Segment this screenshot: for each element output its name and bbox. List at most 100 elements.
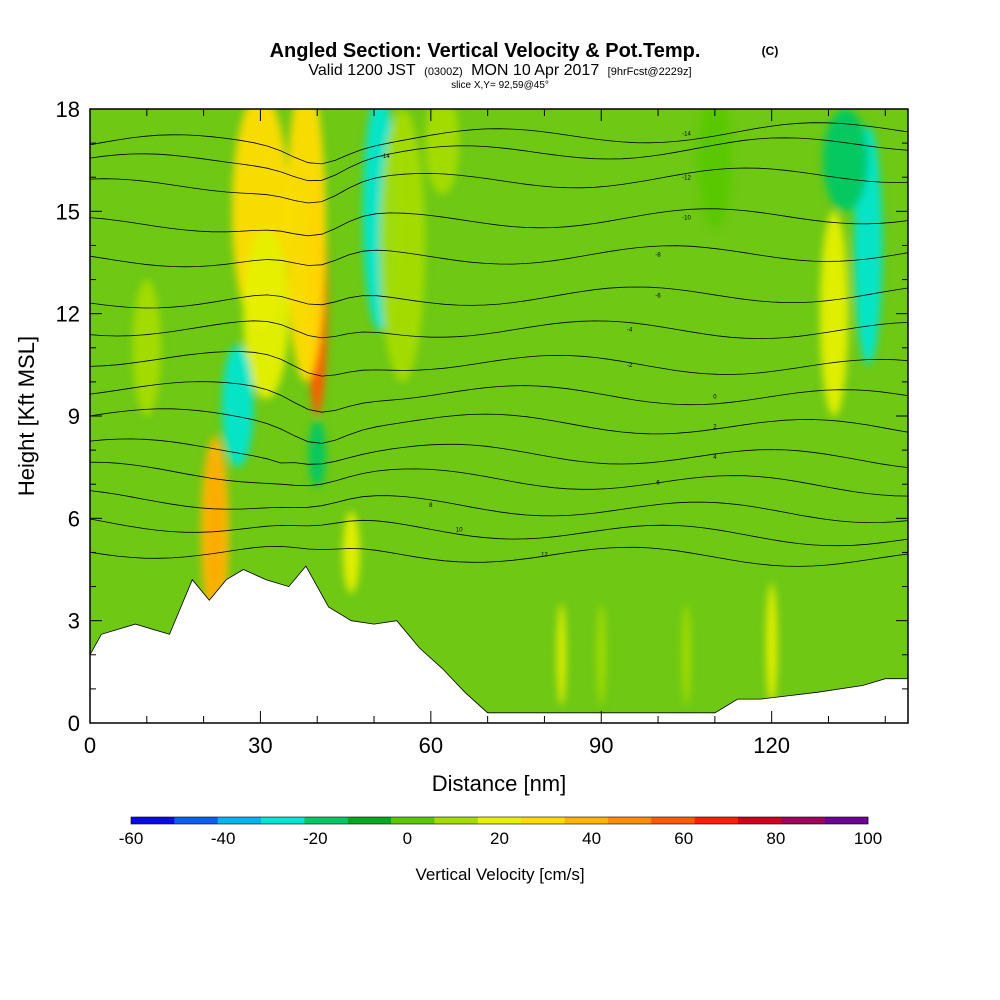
x-tick-label: 0 — [84, 733, 96, 758]
colorbar-tick-label: -40 — [211, 829, 236, 848]
velocity-cell — [308, 419, 326, 488]
colorbar-swatch — [737, 817, 782, 824]
isentrope-line — [90, 381, 908, 413]
isentrope-line — [90, 461, 908, 497]
colorbar-swatch — [521, 817, 565, 824]
slice-info: slice X,Y= 92,59@45° — [451, 80, 549, 91]
isentrope-line — [90, 518, 908, 547]
isentrope-lines — [90, 122, 908, 567]
chart-title: Angled Section: Vertical Velocity & Pot.… — [270, 40, 701, 62]
colorbar-swatch — [391, 817, 435, 824]
velocity-cell — [285, 109, 326, 382]
colorbar-swatch — [607, 817, 652, 824]
isentrope-label: -8 — [655, 252, 661, 258]
isentrope-line — [90, 208, 908, 237]
isentrope-label: 12 — [541, 553, 548, 559]
x-axis-ticks: 0 30 60 90 120 — [84, 109, 886, 758]
isentrope-label: -6 — [655, 293, 661, 299]
y-tick-label: 9 — [68, 404, 80, 429]
velocity-cell — [342, 511, 360, 594]
x-tick-label: 90 — [589, 733, 613, 758]
isentrope-label: 8 — [429, 503, 433, 509]
colorbar-frame — [130, 816, 869, 825]
velocity-cell — [556, 603, 567, 706]
isentrope-label: 4 — [713, 455, 717, 461]
valid-prefix: Valid 1200 JST — [308, 62, 416, 79]
velocity-cell — [596, 603, 606, 706]
velocity-cell — [822, 109, 869, 212]
forecast-tag: [9hrFcst@2229z] — [608, 66, 692, 78]
colorbar-swatch — [564, 817, 609, 824]
colorbar-swatch — [131, 817, 175, 824]
colorbar-tick-label: -60 — [119, 829, 144, 848]
y-tick-label: 0 — [68, 711, 80, 736]
isentrope-label: -10 — [682, 216, 691, 222]
terrain-mask — [90, 565, 908, 723]
valid-zulu: (0300Z) — [424, 66, 463, 78]
x-axis-label: Distance [nm] — [432, 771, 567, 796]
y-tick-label: 3 — [68, 609, 80, 634]
isentrope-line — [90, 320, 908, 340]
velocity-cell — [681, 603, 692, 706]
isentrope-line — [90, 245, 908, 268]
isentrope-line — [90, 286, 908, 309]
velocity-cell — [243, 228, 289, 399]
velocity-cell — [697, 109, 732, 229]
colorbar-tick-label: -20 — [303, 829, 328, 848]
colorbar-tick-label: 20 — [490, 829, 509, 848]
colorbar-tick-label: 100 — [854, 829, 882, 848]
colorbar-tick-label: 80 — [766, 829, 785, 848]
isentrope-line — [90, 545, 908, 567]
isentrope-line — [90, 137, 908, 182]
colorbar-tick-label: 40 — [582, 829, 601, 848]
isentrope-label: 0 — [713, 395, 717, 401]
y-axis-ticks: 0 3 6 9 12 15 18 — [56, 97, 908, 736]
isentrope-labels: -14 -14 -12 -10 -8 -6 -4 -2 0 2 4 6 8 10 12 — [381, 132, 717, 559]
colorbar-swatch — [347, 817, 392, 824]
y-tick-label: 15 — [56, 199, 80, 224]
velocity-cell — [819, 211, 849, 416]
colorbar — [130, 816, 869, 825]
colorbar-swatch — [651, 817, 695, 824]
colorbar-swatch — [434, 817, 479, 824]
x-tick-label: 60 — [419, 733, 443, 758]
isentrope-line — [90, 351, 908, 377]
isentrope-line — [90, 408, 908, 444]
x-tick-label: 120 — [753, 733, 790, 758]
velocity-cell — [379, 109, 426, 382]
colorbar-swatch — [477, 817, 522, 824]
colorbar-swatch — [261, 817, 305, 824]
velocity-cell — [132, 279, 162, 416]
colorbar-swatch — [217, 817, 262, 824]
isentrope-label: -12 — [682, 176, 691, 182]
colorbar-swatch — [781, 817, 825, 824]
colorbar-tick-label: 60 — [674, 829, 693, 848]
isentrope-label: -14 — [682, 132, 691, 138]
valid-time-line: Valid 1200 JST (0300Z) MON 10 Apr 2017 [… — [308, 62, 691, 79]
colorbar-tick-labels: -60 -40 -20 0 20 40 60 80 100 — [119, 829, 882, 848]
isentrope-line — [90, 167, 908, 204]
colorbar-label: Vertical Velocity [cm/s] — [415, 865, 584, 884]
colorbar-swatch — [824, 817, 869, 824]
isentrope-line — [90, 438, 908, 468]
y-tick-label: 6 — [68, 506, 80, 531]
isentrope-label: 6 — [656, 480, 660, 486]
isentrope-label: -4 — [627, 328, 633, 334]
colorbar-swatch — [174, 817, 219, 824]
isentrope-label: 2 — [713, 424, 717, 430]
x-tick-label: 30 — [248, 733, 272, 758]
y-tick-label: 12 — [56, 302, 80, 327]
y-tick-label: 18 — [56, 97, 80, 122]
velocity-cell — [221, 344, 254, 468]
isentrope-line — [90, 490, 908, 524]
chart-title-unit: (C) — [762, 44, 779, 58]
colorbar-swatch — [694, 817, 739, 824]
isentrope-label: 10 — [456, 527, 463, 533]
colorbar-swatch — [304, 817, 349, 824]
velocity-cell — [765, 583, 778, 706]
y-axis-label: Height [Kft MSL] — [14, 336, 39, 496]
isentrope-label: -14 — [381, 154, 390, 160]
plot-area: -14 -14 -12 -10 -8 -6 -4 -2 0 2 4 6 8 10 12 — [90, 109, 908, 723]
valid-date: MON 10 Apr 2017 — [471, 62, 599, 79]
